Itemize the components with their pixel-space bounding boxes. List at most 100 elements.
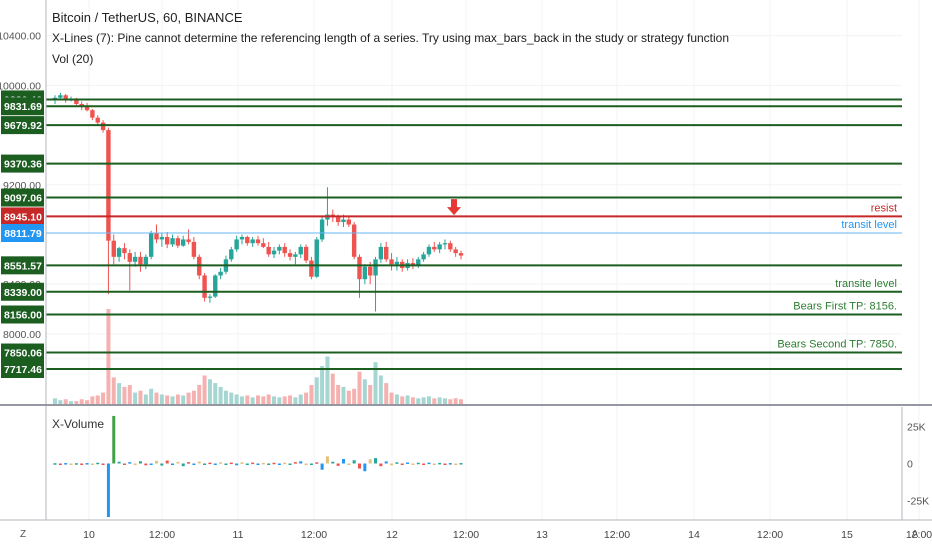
volume-bar <box>266 394 271 404</box>
volume-bar <box>69 401 74 404</box>
time-tick-label: 15 <box>841 529 853 541</box>
volume-bar <box>63 399 68 404</box>
candle-body <box>213 275 218 297</box>
volume-bar <box>261 396 266 404</box>
level-price-label: 9831.69 <box>4 101 42 113</box>
volume-bar <box>336 385 341 404</box>
volume-bar <box>181 395 186 404</box>
volume-bar <box>389 392 394 404</box>
horizontal-levels <box>46 98 902 370</box>
x-volume-bar <box>90 463 94 465</box>
volume-bar <box>117 383 122 404</box>
volume-bar <box>170 396 175 404</box>
candle-body <box>346 219 352 225</box>
candle-body <box>271 250 277 255</box>
candle-body <box>416 259 421 266</box>
x-volume-bar <box>448 463 452 465</box>
candle-body <box>148 233 154 257</box>
x-volume-bar <box>149 463 153 465</box>
x-volume-bar <box>58 463 62 465</box>
volume-bar <box>122 386 127 404</box>
candle-body <box>207 296 213 298</box>
x-volume-bar <box>240 462 244 464</box>
volume-bar <box>90 396 95 404</box>
volume-bar <box>330 373 335 404</box>
time-tick-label: 12:00 <box>149 529 175 541</box>
auto-scale-button[interactable]: A <box>912 529 919 540</box>
volume-bar <box>229 392 234 404</box>
candle-body <box>84 106 90 111</box>
volume-bar <box>197 385 202 404</box>
time-scale[interactable]: 10 12:00 11 12:00 12 12:00 13 12:00 14 12:00 15 12:… <box>83 529 932 541</box>
candle-body <box>453 249 458 254</box>
candle-body <box>191 241 197 257</box>
time-tick-label: 12:00 <box>757 529 783 541</box>
x-volume-tick-label: 25K <box>907 421 926 433</box>
volume-bar <box>53 398 57 404</box>
x-volume-bar <box>112 415 116 464</box>
volume-bar <box>437 397 442 404</box>
down-arrow-icon <box>447 199 461 216</box>
x-volume-bar <box>400 463 404 465</box>
candle-body <box>293 254 298 257</box>
x-volume-bar <box>235 463 239 466</box>
volume-bar <box>74 401 79 404</box>
candle-body <box>239 236 245 240</box>
volume-bar <box>453 398 458 404</box>
candle-body <box>341 219 346 223</box>
volume-bar <box>218 386 223 404</box>
candle-body <box>143 256 149 265</box>
zoom-button[interactable]: Z <box>20 529 26 540</box>
candle-body <box>282 246 287 254</box>
candle-body <box>426 246 432 255</box>
time-tick-label: 10 <box>83 529 95 541</box>
x-volume-bar <box>155 460 158 464</box>
x-volume-bar <box>384 461 388 464</box>
candle-body <box>74 99 79 104</box>
candle-body <box>351 224 357 257</box>
volume-bar <box>459 399 463 404</box>
x-volume-bar <box>304 463 308 466</box>
candle-body <box>378 246 384 260</box>
x-volume-bar <box>101 463 105 465</box>
x-volume-bar <box>160 463 164 466</box>
candle-body <box>95 117 100 123</box>
volume-bar <box>288 395 293 404</box>
volume-bar <box>106 309 111 404</box>
x-volume-bar <box>358 463 361 469</box>
candle-body <box>421 254 426 260</box>
x-volume-bar <box>203 463 207 465</box>
x-volume-bar <box>422 463 426 465</box>
x-volume-bar <box>315 462 319 464</box>
volume-bar <box>426 396 431 404</box>
x-volume-bar <box>432 463 436 465</box>
x-volume-bar <box>229 462 233 465</box>
candle-body <box>255 239 261 244</box>
candle-body <box>357 256 362 280</box>
price-scale[interactable]: 10400.0010000.009200.008400.008000.00780… <box>0 31 44 378</box>
candle-body <box>218 271 223 276</box>
volume-bar <box>277 397 282 404</box>
volume-bar <box>352 388 357 404</box>
x-volume-bar <box>165 460 169 464</box>
level-price-label: 7850.06 <box>4 348 42 360</box>
candle-body <box>79 103 84 107</box>
x-volume-bar <box>272 462 276 465</box>
x-volume-bar <box>341 459 345 464</box>
volume-bars <box>53 309 463 404</box>
candle-body <box>186 239 191 242</box>
x-volume-bar <box>347 463 351 465</box>
candle-body <box>122 248 127 254</box>
candle-body <box>458 253 464 256</box>
candle-body <box>367 266 373 276</box>
x-volume-bar <box>379 463 383 467</box>
time-tick-label: 12:00 <box>301 529 327 541</box>
x-volume-bar <box>69 463 73 465</box>
volume-bar <box>175 394 180 404</box>
candle-body <box>319 219 325 240</box>
volume-bar <box>272 396 277 404</box>
x-volume-bar <box>80 463 84 465</box>
volume-bar <box>101 392 106 404</box>
